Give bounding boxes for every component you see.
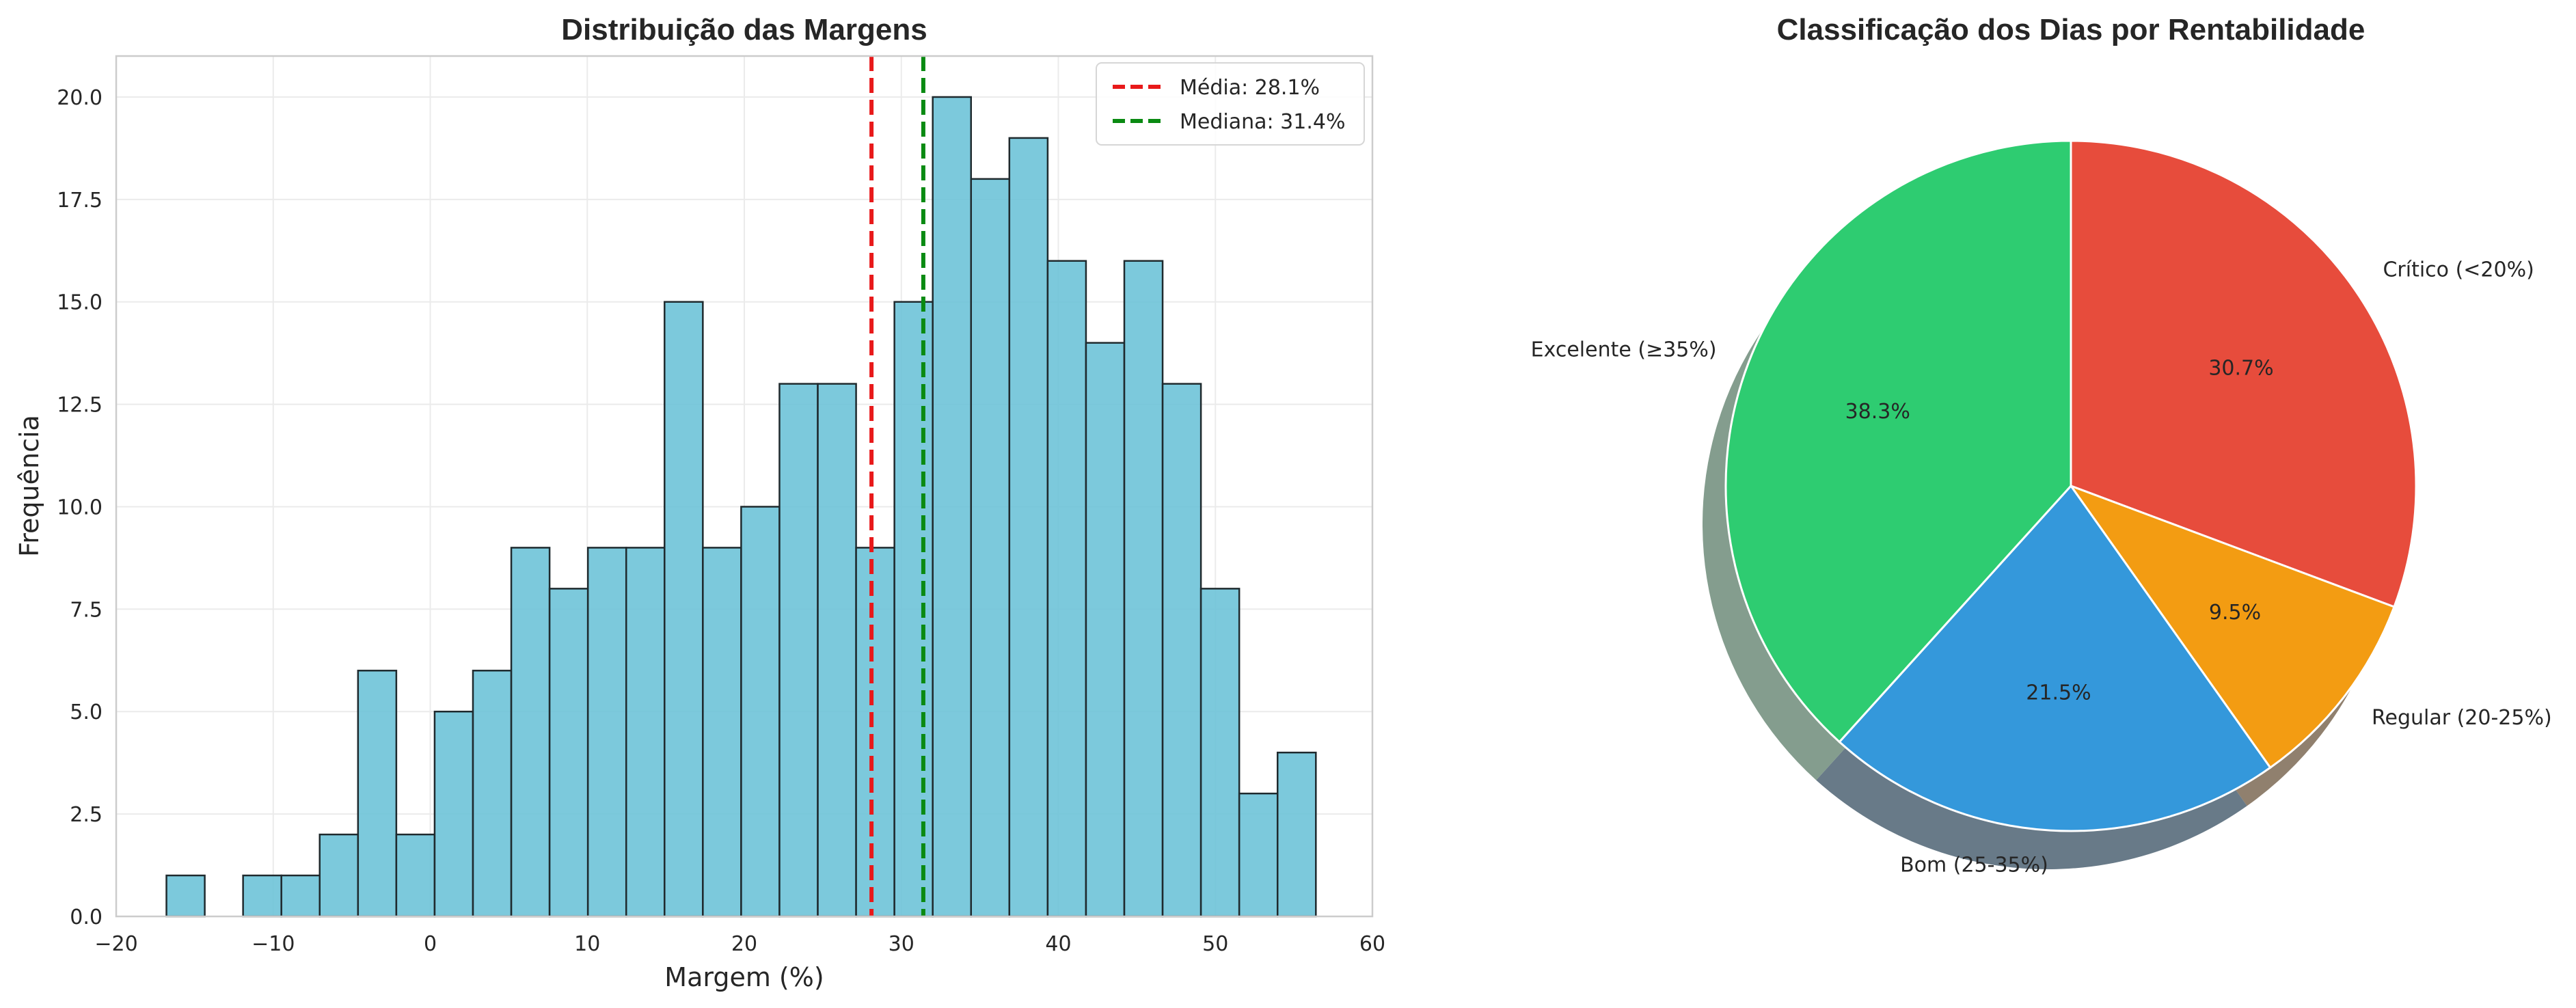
pie-slice-label: Excelente (≥35%) — [1531, 338, 1717, 362]
x-axis-label: Margem (%) — [664, 962, 824, 992]
histogram-frame — [115, 55, 1374, 918]
histogram-bar — [625, 547, 666, 918]
x-tick-labels: −20 −10 0 10 20 30 40 50 60 — [94, 932, 1385, 956]
x-tick-label: 40 — [1045, 932, 1071, 956]
pie-slice — [2070, 139, 2417, 608]
pie-slice-percent: 9.5% — [2209, 601, 2261, 625]
legend-label-media: Média: 28.1% — [1180, 76, 1320, 100]
histogram-bar — [932, 96, 973, 918]
histogram-bar — [280, 874, 321, 918]
pie-slice-percent: 30.7% — [2208, 356, 2273, 380]
pie-slice-percent: 21.5% — [2026, 681, 2091, 705]
x-tick-label: 30 — [889, 932, 914, 956]
histogram-bar — [357, 670, 398, 918]
pie-slice — [1724, 139, 2072, 744]
histogram-bar — [970, 178, 1011, 918]
pie-slice — [1838, 484, 2272, 832]
x-tick-label: 20 — [731, 932, 757, 956]
histogram-bar — [1276, 751, 1317, 918]
pie-slices — [1724, 139, 2417, 832]
x-tick-label: 60 — [1359, 932, 1385, 956]
histogram-bar — [395, 833, 436, 918]
histogram-bar — [510, 547, 551, 918]
histogram-bar — [586, 547, 627, 918]
x-tick-label: 10 — [574, 932, 600, 956]
legend-label-mediana: Mediana: 31.4% — [1180, 110, 1345, 134]
histogram-bar — [472, 670, 513, 918]
histogram-title: Distribuição das Margens — [561, 13, 927, 46]
y-tick-label: 17.5 — [57, 189, 103, 213]
legend-box — [1096, 62, 1365, 146]
histogram-bar — [740, 506, 781, 918]
histogram-bar — [1238, 792, 1279, 918]
y-tick-label: 20.0 — [57, 86, 103, 110]
pie-chart: Classificação dos Dias por Rentabilidade… — [1531, 13, 2552, 877]
histogram-bar — [1123, 260, 1164, 918]
histogram-bar — [433, 710, 474, 918]
x-tick-label: 50 — [1202, 932, 1228, 956]
y-tick-label: 15.0 — [57, 291, 103, 315]
y-tick-label: 2.5 — [70, 803, 103, 827]
histogram-bar — [1199, 588, 1240, 918]
y-tick-label: 10.0 — [57, 495, 103, 519]
pie-slice-label: Crítico (<20%) — [2383, 258, 2534, 282]
x-tick-label: −10 — [252, 932, 295, 956]
y-tick-label: 0.0 — [70, 905, 103, 929]
y-tick-label: 7.5 — [70, 598, 103, 622]
pie-slice — [2067, 483, 2396, 769]
histogram-bar — [1085, 342, 1126, 918]
histogram-bar — [165, 874, 206, 918]
x-tick-label: −20 — [94, 932, 137, 956]
pie-slice-percent: 38.3% — [1845, 400, 1910, 424]
histogram-bar — [1161, 383, 1202, 918]
y-tick-label: 5.0 — [70, 700, 103, 724]
legend: Média: 28.1% Mediana: 31.4% — [1096, 62, 1365, 146]
histogram-bar — [1008, 137, 1049, 918]
y-tick-labels: 0.0 2.5 5.0 7.5 10.0 12.5 15.0 17.5 20.0 — [57, 86, 103, 929]
pie-slice-label: Bom (25-35%) — [1900, 854, 2048, 877]
histogram-bar — [548, 588, 589, 918]
y-tick-label: 12.5 — [57, 394, 103, 418]
histogram-bar — [702, 547, 742, 918]
x-tick-label: 0 — [424, 932, 437, 956]
histogram-bar — [242, 874, 282, 918]
histogram-chart: Distribuição das Margens −20 −10 0 10 20 30 40… — [14, 13, 1385, 992]
reference-lines — [869, 56, 925, 916]
pie-title: Classificação dos Dias por Rentabilidade — [1777, 13, 2365, 46]
histogram-bar — [855, 547, 895, 918]
histogram-bar — [664, 301, 704, 918]
histogram-bar — [1046, 260, 1087, 918]
pie-slice-label: Regular (20-25%) — [2372, 706, 2552, 730]
histogram-bar — [893, 301, 934, 918]
histogram-bar — [318, 833, 360, 918]
y-axis-label: Frequência — [14, 415, 44, 557]
histogram-bar — [817, 383, 857, 918]
histogram-bars — [165, 96, 1317, 918]
histogram-bar — [778, 383, 819, 918]
pie-labels: Crítico (<20%) 30.7% Regular (20-25%) 9.5% B… — [1531, 258, 2552, 877]
